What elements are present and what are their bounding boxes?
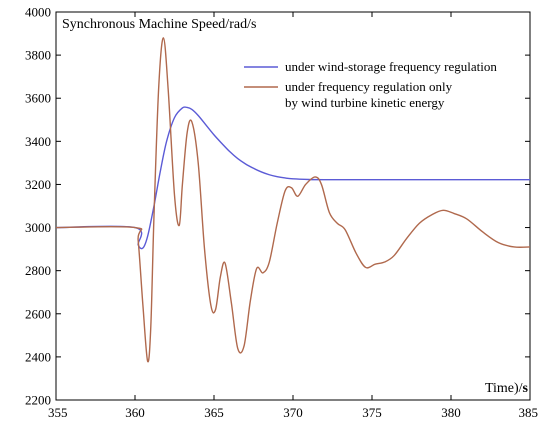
x-tick-label: 355 — [48, 405, 68, 420]
legend: under wind-storage frequency regulation … — [244, 59, 497, 110]
y-tick-label: 3200 — [25, 177, 51, 192]
y-tick-label: 3000 — [25, 220, 51, 235]
x-tick-label: 370 — [283, 405, 303, 420]
y-tick-label: 2600 — [25, 306, 51, 321]
x-axis-label-main: Time)/ — [485, 381, 523, 396]
x-axis-label-unit: s — [523, 381, 529, 396]
plot-area — [55, 11, 531, 401]
series-layer — [55, 37, 531, 363]
x-tick-label: 380 — [441, 405, 461, 420]
x-tick-label: 375 — [362, 405, 382, 420]
y-axis-ticks: 2200 2400 2600 2800 3000 3200 3400 3600 3800 4000 — [25, 5, 530, 408]
x-tick-label: 365 — [204, 405, 224, 420]
y-tick-label: 2800 — [25, 263, 51, 278]
x-axis-label: Time)/s — [485, 381, 529, 396]
x-tick-label: 385 — [519, 405, 539, 420]
x-tick-label: 360 — [125, 405, 145, 420]
legend-label-kinetic-energy-line1: under frequency regulation only — [285, 79, 453, 94]
legend-label-kinetic-energy-line2: by wind turbine kinetic energy — [285, 95, 445, 110]
y-tick-label: 4000 — [25, 5, 51, 20]
x-axis-ticks: 355 360 365 370 375 380 385 — [48, 12, 538, 420]
y-tick-label: 2400 — [25, 349, 51, 364]
y-tick-label: 3600 — [25, 91, 51, 106]
y-tick-label: 2200 — [25, 393, 51, 408]
legend-label-wind-storage: under wind-storage frequency regulation — [285, 59, 497, 74]
y-tick-label: 3400 — [25, 134, 51, 149]
chart-title: Synchronous Machine Speed/rad/s — [62, 17, 256, 32]
y-tick-label: 3800 — [25, 48, 51, 63]
series-line-kinetic-energy — [55, 37, 531, 363]
